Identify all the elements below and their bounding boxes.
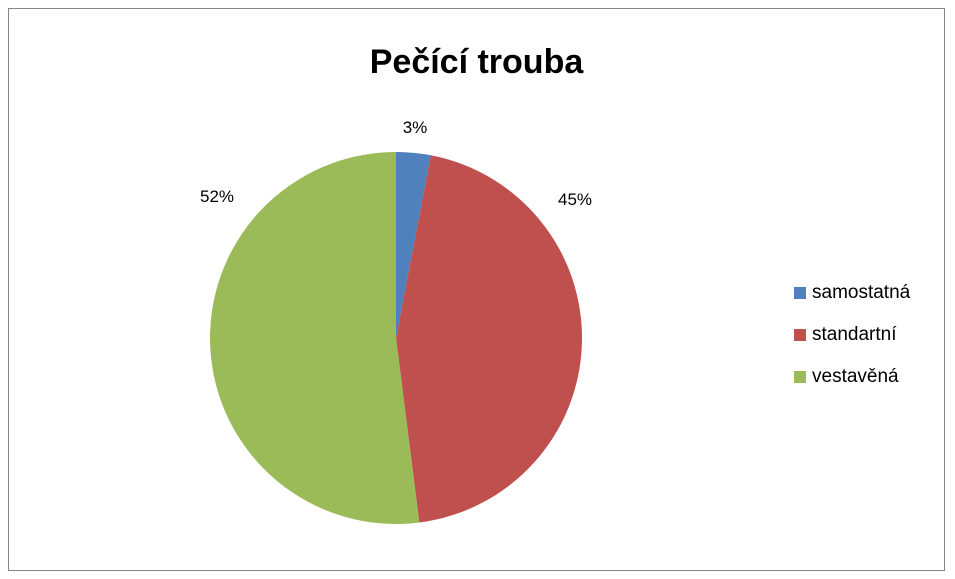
legend-swatch <box>794 287 806 299</box>
pie-slice-samostatná <box>396 152 431 338</box>
legend-label: vestavěná <box>812 366 899 387</box>
legend-swatch <box>794 371 806 383</box>
chart-title: Pečící trouba <box>369 43 584 81</box>
pie-chart: 3% 45% 52% <box>200 118 592 524</box>
legend-label: standartní <box>812 324 897 345</box>
legend-swatch <box>794 329 806 341</box>
legend: samostatná standartní vestavěná <box>794 281 910 407</box>
pie-slice-standartní <box>396 155 582 523</box>
legend-item-samostatná: samostatná <box>794 281 910 305</box>
legend-item-vestavěná: vestavěná <box>794 365 910 389</box>
data-label-standartní: 45% <box>558 190 592 209</box>
data-label-samostatná: 3% <box>403 118 428 137</box>
data-label-vestavěná: 52% <box>200 187 234 206</box>
pie-slice-vestavěná <box>210 152 420 524</box>
legend-label: samostatná <box>812 282 911 303</box>
legend-item-standartní: standartní <box>794 323 910 347</box>
chart-area: Pečící trouba 3% 45% 52% samostatná standar… <box>8 8 945 571</box>
